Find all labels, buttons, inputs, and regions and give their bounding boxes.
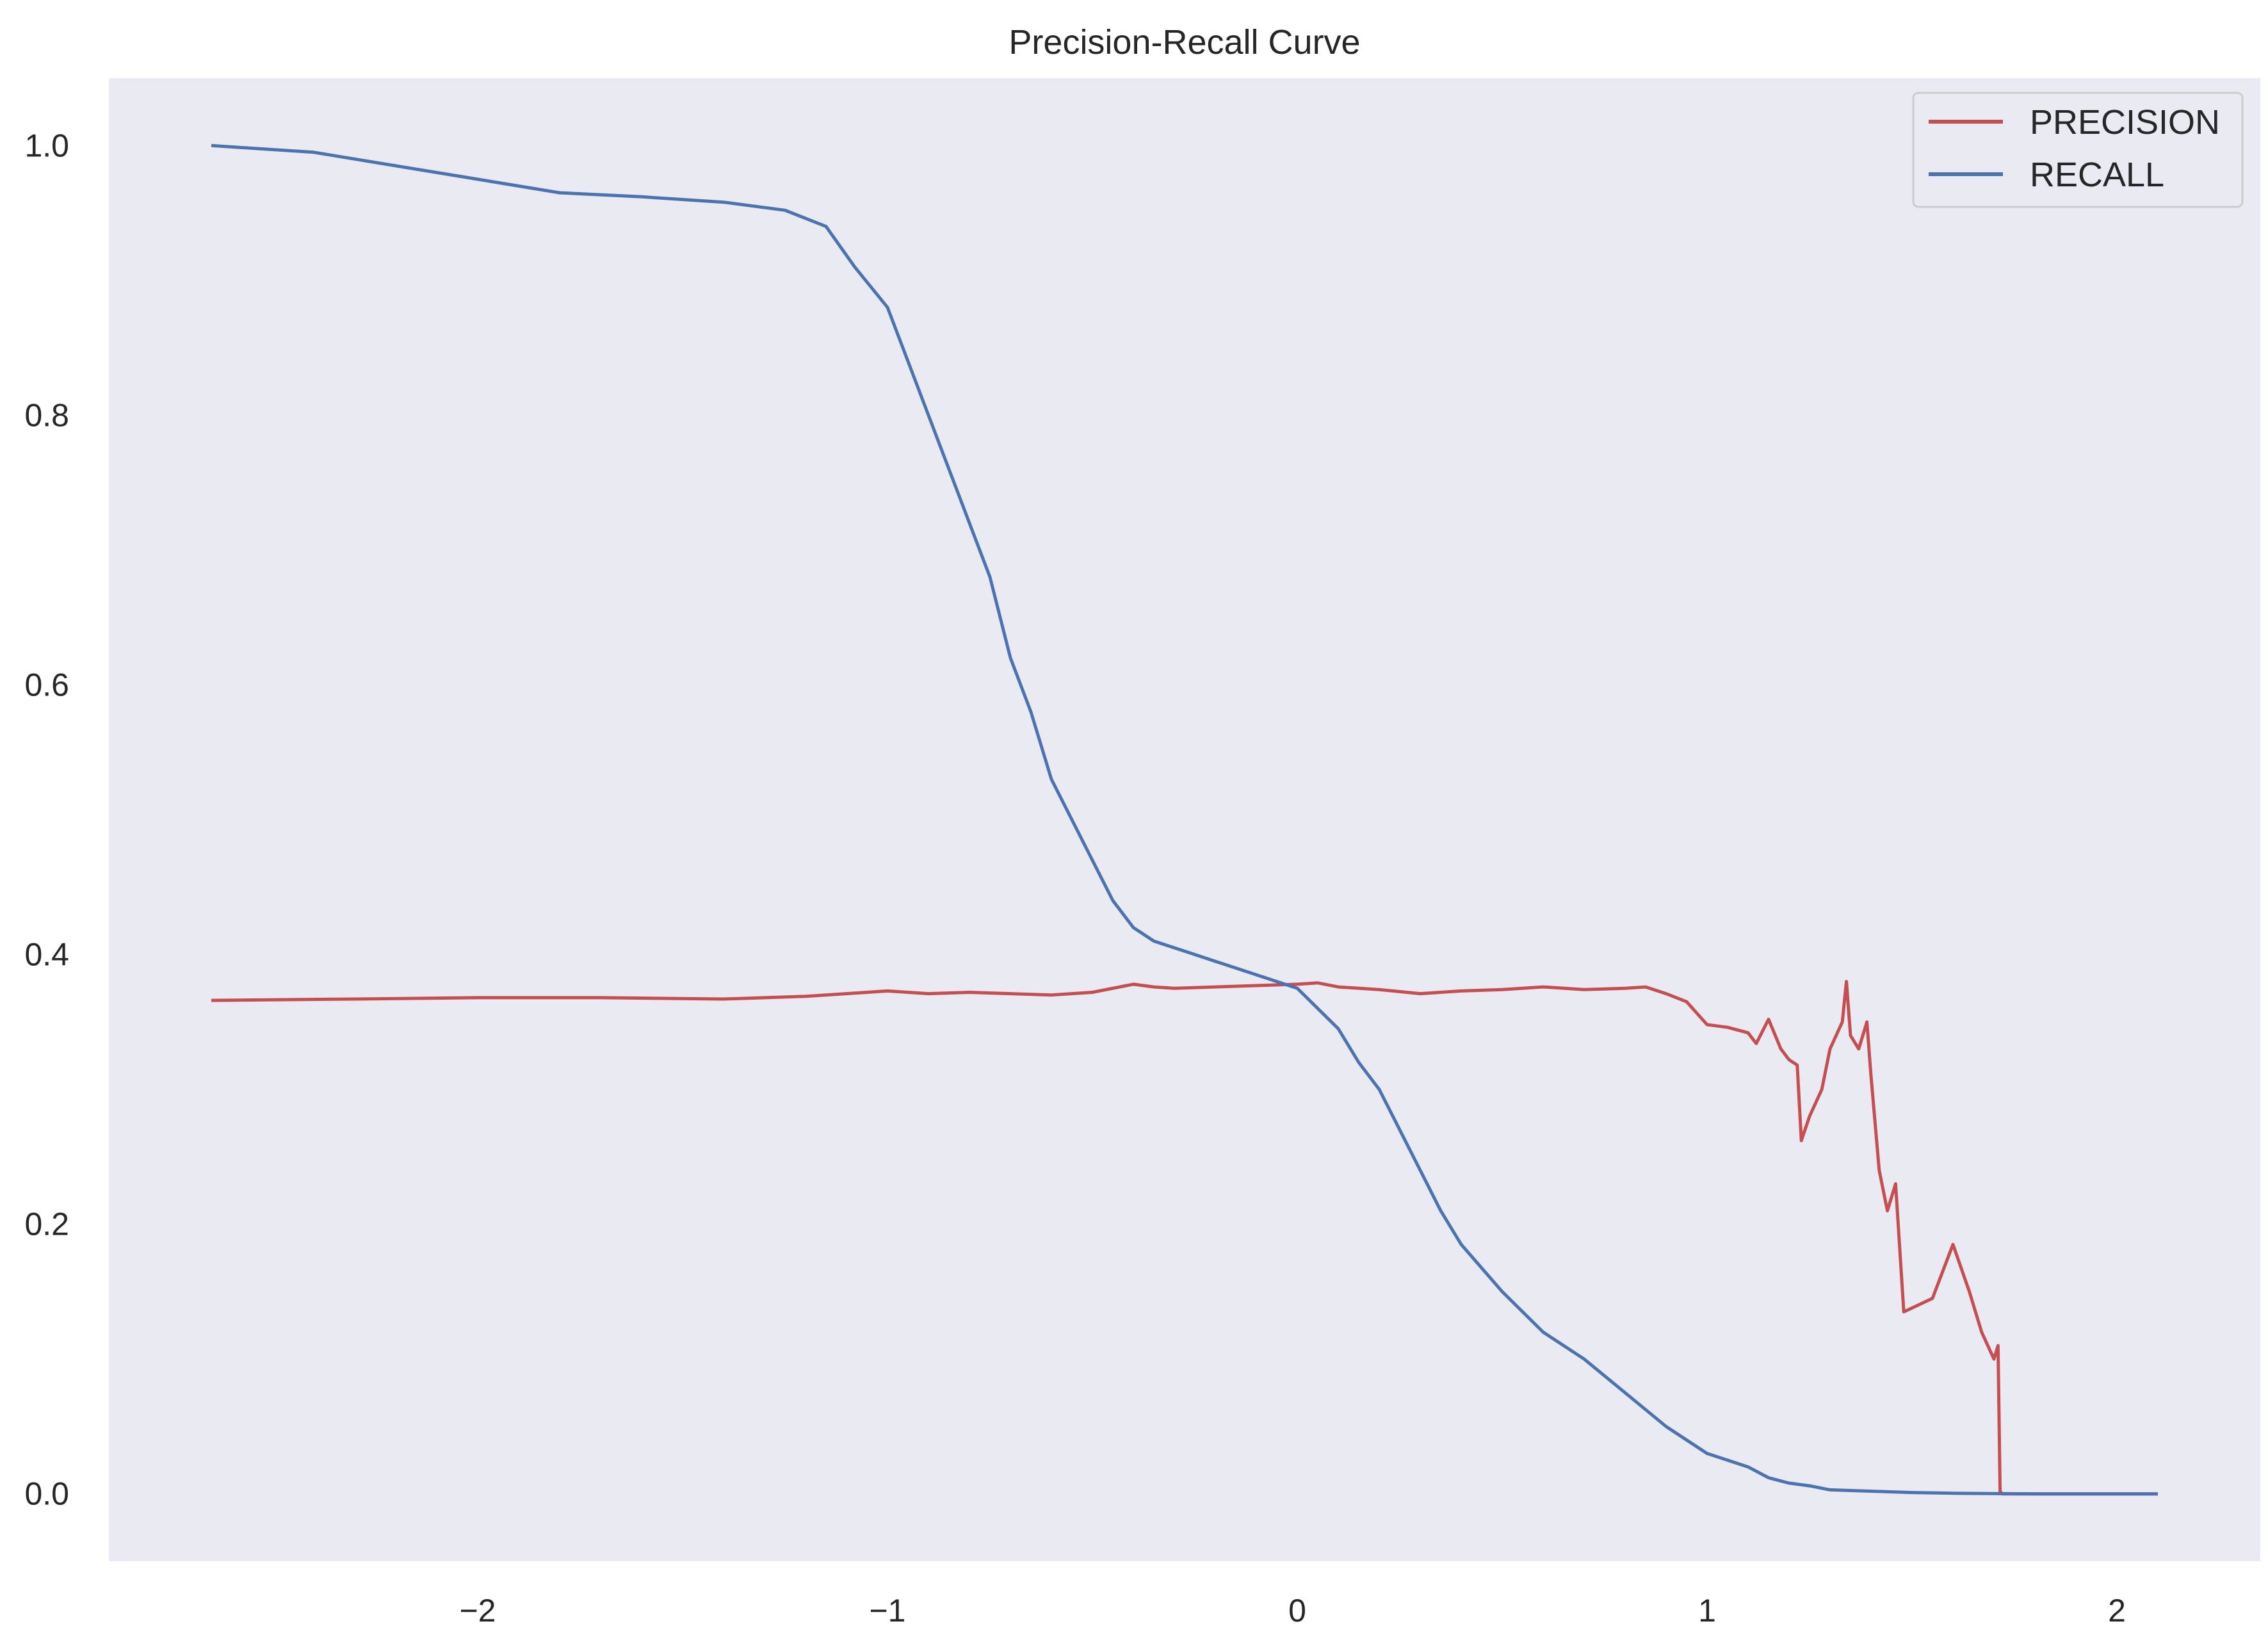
y-tick-label: 0.2 [24,1207,69,1242]
x-tick-label: 1 [1698,1593,1716,1629]
legend: PRECISION RECALL [1912,92,2244,208]
legend-label-precision: PRECISION [2030,103,2220,142]
series-line-recall [211,143,2158,1496]
y-tick-label: 1.0 [24,127,69,163]
x-axis-ticks: −2 −1 0 1 2 [459,1593,2125,1629]
x-tick-label: 2 [2108,1593,2126,1629]
y-axis-ticks: 0.0 0.2 0.4 0.6 0.8 1.0 [24,127,69,1511]
x-tick-label: −1 [869,1593,905,1629]
x-tick-label: 0 [1288,1593,1306,1629]
y-tick-label: 0.4 [24,937,69,973]
y-tick-label: 0.6 [24,667,69,703]
plot-area [109,78,2260,1561]
y-tick-label: 0.0 [24,1476,69,1512]
x-tick-label: −2 [459,1593,496,1629]
chart-title: Precision-Recall Curve [1008,23,1360,61]
series-lines [211,143,2158,1496]
y-tick-label: 0.8 [24,397,69,433]
legend-label-recall: RECALL [2030,156,2164,194]
series-line-precision [211,980,2158,1496]
